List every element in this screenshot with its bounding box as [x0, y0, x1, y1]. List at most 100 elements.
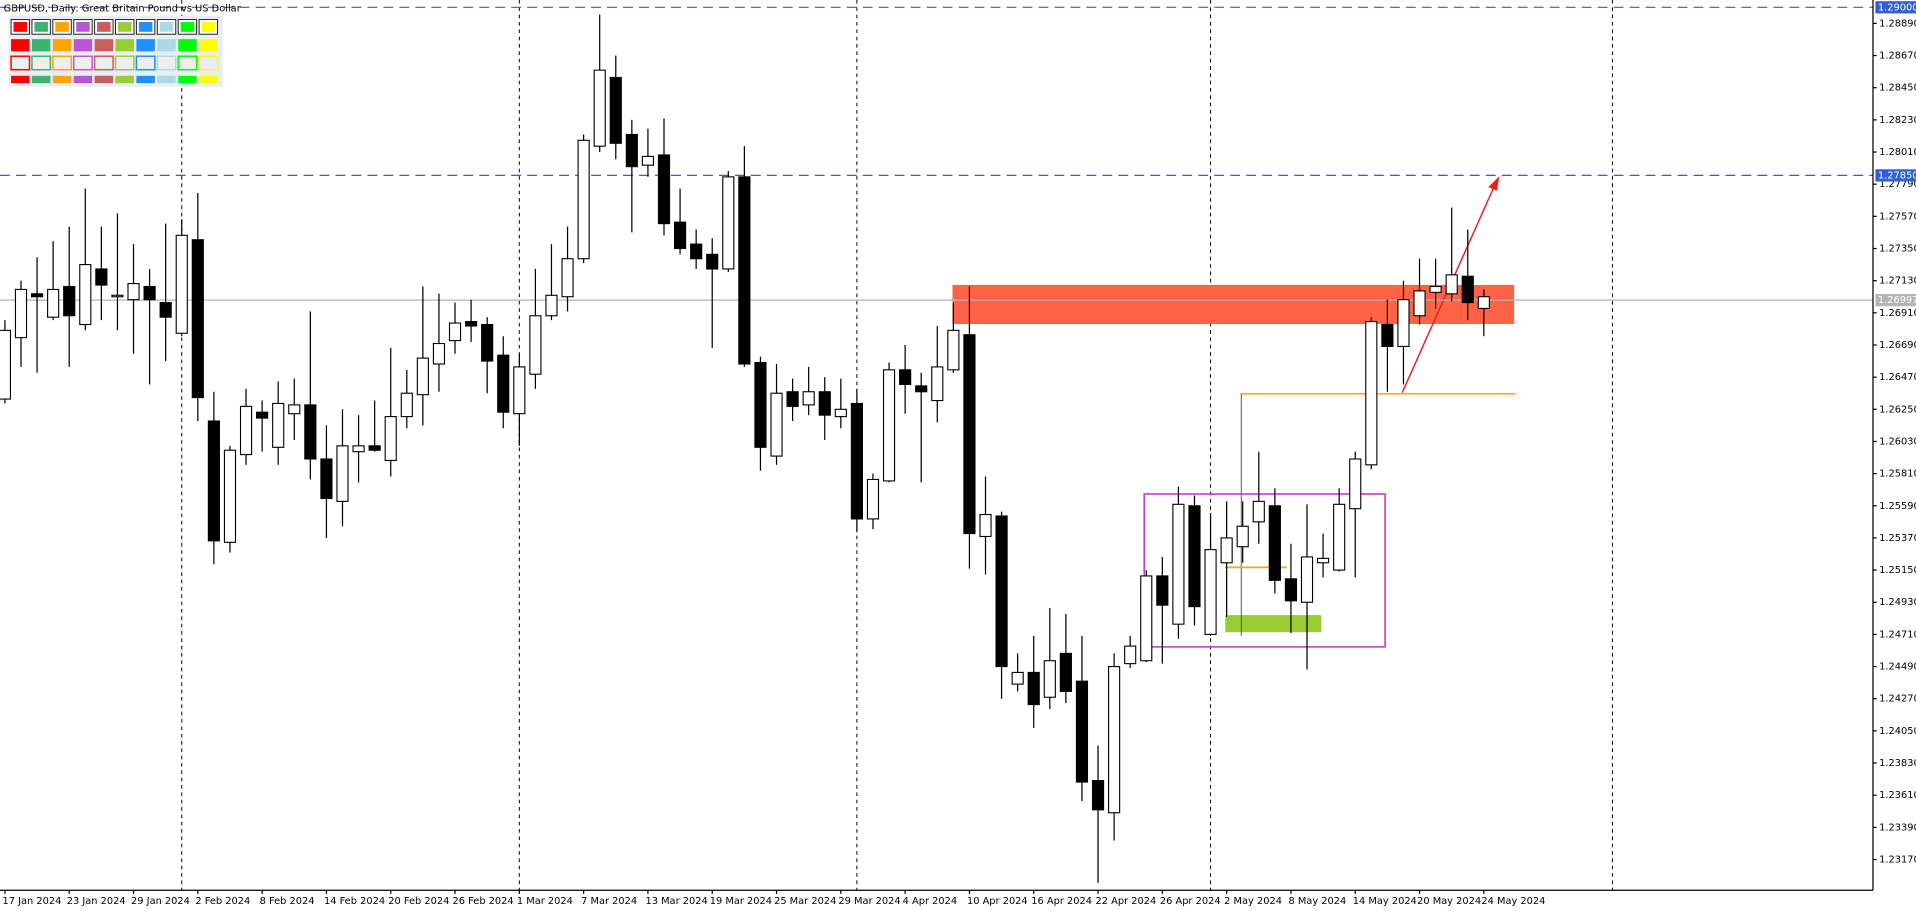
candle-body	[1140, 575, 1153, 662]
x-tick-label: 8 Feb 2024	[260, 896, 315, 907]
price-label: 1.29000	[1878, 2, 1916, 13]
y-tick-label: 1.24490	[1879, 662, 1916, 673]
candle-body	[786, 391, 799, 407]
y-tick-label: 1.27790	[1879, 179, 1916, 190]
candle-body	[979, 513, 992, 538]
candle-body	[609, 76, 622, 144]
swatch	[117, 22, 132, 32]
swatch	[157, 75, 176, 84]
y-tick-label: 1.23830	[1879, 758, 1916, 769]
candle-body	[272, 402, 285, 448]
swatch	[11, 75, 30, 84]
swatch	[93, 55, 114, 71]
price-label-bg	[1875, 169, 1916, 182]
candle-body	[1108, 666, 1121, 814]
candle-body	[1477, 296, 1490, 309]
x-tick-label: 25 Mar 2024	[774, 896, 836, 907]
candle-body	[256, 411, 269, 419]
swatch	[136, 39, 155, 52]
y-tick-label: 1.28450	[1879, 83, 1916, 94]
chart-title: GBPUSD, Daily: Great Britain Pound vs US…	[4, 4, 242, 15]
y-tick-label: 1.27570	[1879, 211, 1916, 222]
swatch	[180, 22, 195, 32]
y-tick-label: 1.28230	[1879, 115, 1916, 126]
y-tick-label: 1.24930	[1879, 597, 1916, 608]
y-tick-label: 1.28670	[1879, 51, 1916, 62]
swatch	[177, 55, 198, 71]
candle-body	[1204, 549, 1217, 635]
swatch	[97, 22, 111, 32]
price-lines	[0, 6, 1873, 301]
color-panel	[8, 15, 223, 87]
y-tick-label: 1.23610	[1879, 790, 1916, 801]
y-tick-label: 1.28890	[1879, 18, 1916, 29]
candle-body	[1268, 505, 1281, 581]
swatch	[159, 22, 174, 32]
x-tick-label: 29 Jan 2024	[131, 896, 190, 907]
swatch	[94, 39, 114, 52]
candle-body	[0, 329, 11, 400]
candle-body	[1091, 780, 1105, 811]
candle-body	[995, 515, 1008, 668]
swatch	[114, 55, 135, 71]
arrow-head	[1488, 176, 1500, 191]
candle-body	[368, 445, 381, 451]
candle-body	[1172, 503, 1185, 625]
swatch	[52, 55, 73, 71]
separators	[181, 0, 1613, 891]
x-tick-label: 26 Feb 2024	[453, 896, 514, 907]
candle-body	[818, 391, 831, 416]
swatch	[199, 75, 218, 84]
candle-body	[657, 154, 671, 225]
candle-body	[207, 420, 220, 542]
x-tick-label: 19 Mar 2024	[710, 896, 772, 907]
y-tick-label: 1.23170	[1879, 855, 1916, 866]
candle-body	[481, 323, 494, 362]
candle-body	[1043, 660, 1056, 698]
y-tick-label: 1.24270	[1879, 694, 1916, 705]
candle-body	[127, 283, 140, 301]
swatch	[138, 22, 153, 32]
support-zone	[1225, 615, 1322, 633]
y-tick-label: 1.28010	[1879, 147, 1916, 158]
swatch	[178, 75, 197, 84]
y-tick-label: 1.26470	[1879, 372, 1916, 383]
x-tick-label: 2 May 2024	[1224, 896, 1282, 907]
candle-body	[79, 264, 92, 326]
x-tick-label: 16 Apr 2024	[1031, 896, 1092, 907]
x-tick-label: 20 Feb 2024	[388, 896, 449, 907]
swatch	[115, 39, 134, 52]
candle-body	[1284, 578, 1298, 602]
candle-body	[352, 445, 365, 453]
swatch	[136, 75, 155, 84]
candle-body	[545, 294, 558, 317]
candle-body	[1059, 652, 1072, 692]
candle-body	[963, 334, 976, 535]
y-tick-label: 1.25590	[1879, 501, 1916, 512]
candle-body	[931, 366, 944, 402]
candle-body	[625, 133, 638, 168]
x-tick-label: 26 Apr 2024	[1160, 896, 1221, 907]
candle-body	[1461, 275, 1474, 304]
candle-body	[1075, 680, 1089, 783]
candle-body	[304, 404, 317, 460]
y-tick-label: 1.25370	[1879, 533, 1916, 544]
swatch	[199, 39, 218, 52]
swatch	[52, 75, 72, 84]
x-tick-label: 10 Apr 2024	[967, 896, 1028, 907]
candle-body	[1156, 575, 1169, 606]
x-tick-label: 2 Feb 2024	[195, 896, 250, 907]
candle-body	[223, 449, 237, 543]
candle-body	[143, 285, 156, 301]
candle-body	[30, 293, 44, 298]
candle-body	[1124, 645, 1137, 665]
swatch	[10, 55, 31, 71]
y-tick-label: 1.24710	[1879, 629, 1916, 640]
candle-body	[1413, 290, 1426, 317]
candle-body	[1220, 537, 1233, 564]
candle-body	[722, 176, 735, 270]
x-tick-label: 24 May 2024	[1481, 896, 1545, 907]
candle-body	[1365, 321, 1378, 466]
swatch	[13, 22, 28, 32]
